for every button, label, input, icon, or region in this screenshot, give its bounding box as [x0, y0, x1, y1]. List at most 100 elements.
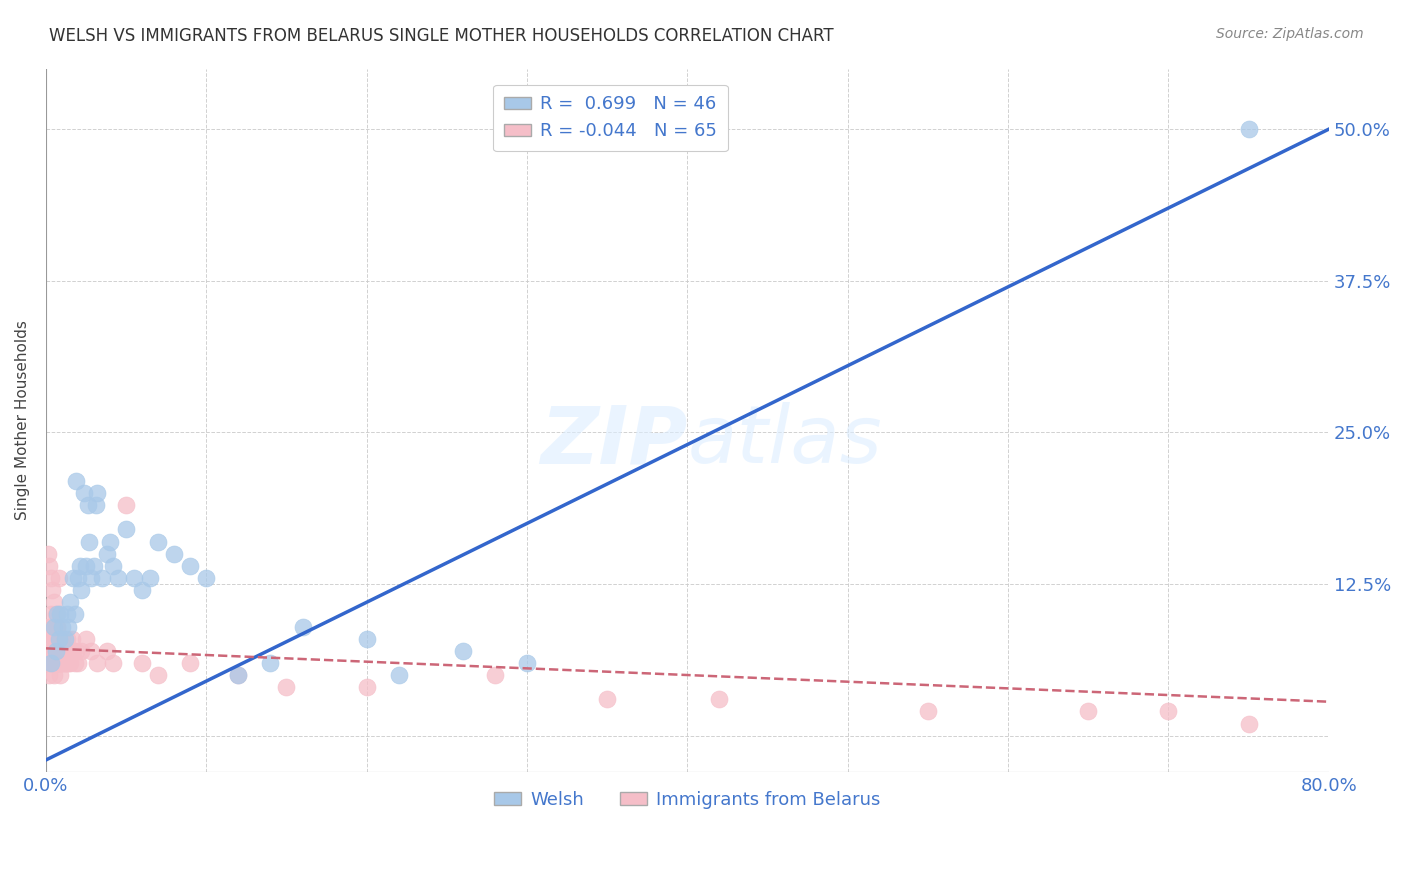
Point [122, 571, 145, 585]
Point [46, 619, 69, 633]
Point [53, 632, 76, 646]
Point [42, 619, 65, 633]
Text: WELSH VS IMMIGRANTS FROM BELARUS SINGLE MOTHER HOUSEHOLDS CORRELATION CHART: WELSH VS IMMIGRANTS FROM BELARUS SINGLE … [49, 27, 834, 45]
Point [41, 656, 63, 670]
Point [709, 692, 731, 706]
Point [46, 644, 69, 658]
Point [48, 644, 70, 658]
Point [42, 656, 65, 670]
Text: atlas: atlas [688, 402, 882, 481]
Point [58, 644, 80, 658]
Point [228, 668, 250, 682]
Point [516, 656, 538, 670]
Point [259, 656, 281, 670]
Point [1157, 705, 1180, 719]
Point [65, 474, 87, 488]
Point [96, 644, 118, 658]
Point [39, 656, 62, 670]
Point [179, 656, 201, 670]
Point [60, 632, 83, 646]
Point [53, 656, 76, 670]
Point [139, 571, 162, 585]
Point [131, 656, 153, 670]
Point [56, 632, 79, 646]
Point [1077, 705, 1099, 719]
Point [39, 632, 62, 646]
Point [70, 583, 93, 598]
Point [37, 547, 59, 561]
Point [59, 656, 82, 670]
Point [52, 644, 75, 658]
Point [98, 534, 121, 549]
Point [51, 632, 73, 646]
Point [42, 668, 65, 682]
Point [86, 656, 108, 670]
Point [41, 619, 63, 633]
Point [45, 607, 67, 622]
Point [41, 644, 63, 658]
Point [91, 571, 114, 585]
Point [51, 619, 73, 633]
Point [75, 558, 97, 573]
Point [76, 498, 98, 512]
Point [46, 656, 69, 670]
Point [46, 619, 69, 633]
Point [38, 619, 60, 633]
Point [45, 656, 67, 670]
Point [356, 632, 378, 646]
Point [38, 668, 60, 682]
Point [83, 558, 105, 573]
Point [51, 644, 73, 658]
Text: Source: ZipAtlas.com: Source: ZipAtlas.com [1216, 27, 1364, 41]
Point [56, 656, 79, 670]
Point [62, 644, 84, 658]
Point [49, 668, 72, 682]
Point [65, 644, 87, 658]
Point [917, 705, 939, 719]
Point [451, 644, 474, 658]
Point [80, 571, 103, 585]
Point [52, 656, 75, 670]
Point [63, 656, 86, 670]
Point [62, 571, 84, 585]
Point [80, 644, 103, 658]
Point [103, 558, 125, 573]
Point [131, 583, 153, 598]
Point [163, 547, 186, 561]
Point [75, 632, 97, 646]
Point [1237, 716, 1260, 731]
Point [59, 644, 82, 658]
Point [67, 656, 90, 670]
Point [41, 583, 63, 598]
Point [45, 644, 67, 658]
Point [51, 656, 73, 670]
Point [48, 656, 70, 670]
Legend: Welsh, Immigrants from Belarus: Welsh, Immigrants from Belarus [486, 783, 887, 816]
Point [86, 486, 108, 500]
Point [49, 607, 72, 622]
Point [37, 644, 59, 658]
Point [37, 632, 59, 646]
Point [42, 632, 65, 646]
Point [49, 644, 72, 658]
Point [38, 644, 60, 658]
Point [39, 656, 62, 670]
Point [148, 668, 170, 682]
Point [48, 571, 70, 585]
Point [56, 607, 79, 622]
Point [70, 644, 93, 658]
Point [596, 692, 619, 706]
Point [42, 595, 65, 609]
Point [73, 486, 96, 500]
Point [84, 498, 107, 512]
Point [179, 558, 201, 573]
Point [53, 644, 76, 658]
Point [39, 607, 62, 622]
Point [67, 571, 90, 585]
Point [37, 656, 59, 670]
Point [58, 656, 80, 670]
Point [484, 668, 506, 682]
Point [148, 534, 170, 549]
Point [103, 656, 125, 670]
Point [45, 644, 67, 658]
